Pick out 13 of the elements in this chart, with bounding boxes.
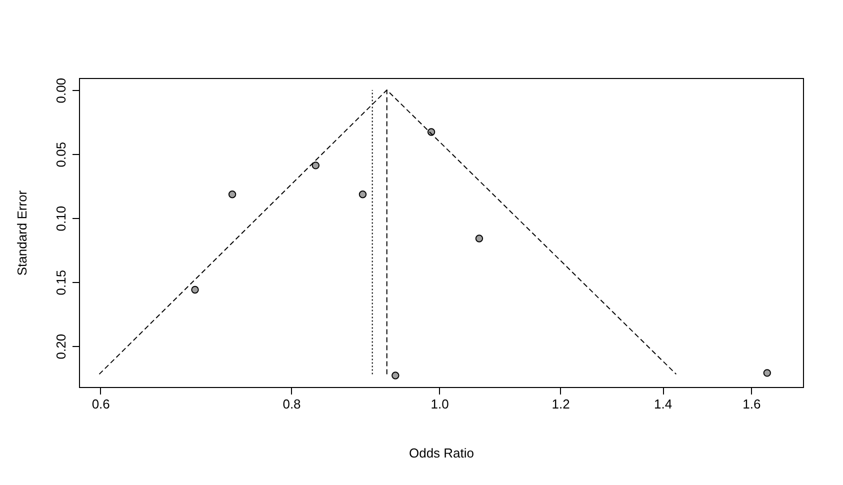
x-tick-label: 0.6: [92, 396, 110, 412]
y-tick-label: 0.20: [54, 334, 68, 360]
y-tick-label: 0.05: [54, 142, 68, 168]
x-tick-label: 0.8: [282, 396, 301, 412]
y-axis-title: Standard Error: [14, 190, 30, 276]
x-tick-label: 1.4: [654, 396, 672, 412]
x-axis-title: Odds Ratio: [408, 446, 474, 460]
x-tick-label: 1.2: [552, 396, 570, 412]
y-tick-label: 0.00: [54, 78, 68, 104]
y-tick-label: 0.10: [54, 206, 68, 232]
x-tick-label: 1.6: [742, 396, 761, 412]
y-tick-label: 0.15: [54, 270, 68, 296]
x-tick-label: 1.0: [430, 396, 449, 412]
